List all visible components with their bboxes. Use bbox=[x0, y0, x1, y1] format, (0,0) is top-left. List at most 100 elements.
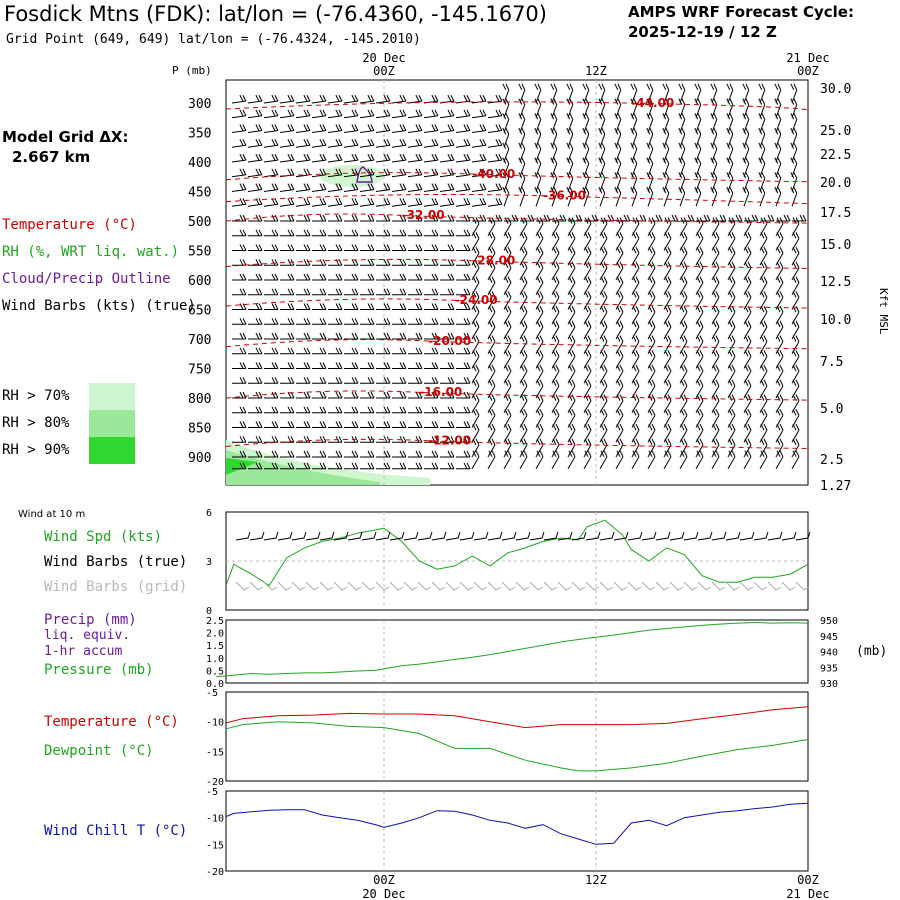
wind-barb bbox=[534, 186, 542, 207]
wind-barb bbox=[503, 217, 512, 236]
wind-barb bbox=[551, 217, 560, 236]
wind-barb bbox=[296, 391, 311, 399]
wind-barb bbox=[296, 462, 311, 470]
wind-barb bbox=[327, 94, 343, 104]
wind-barb bbox=[343, 183, 359, 192]
wind-barb bbox=[327, 229, 343, 237]
wind-barb bbox=[296, 303, 311, 310]
wind-barb bbox=[631, 305, 640, 325]
wind-barb bbox=[758, 98, 766, 118]
wind-barb bbox=[534, 127, 542, 148]
wind-barb bbox=[775, 335, 784, 354]
y-tick: 6 bbox=[206, 508, 212, 519]
wind-barb bbox=[311, 436, 327, 443]
wind-barb bbox=[263, 153, 279, 163]
wind-barb bbox=[615, 364, 624, 384]
wind-barb bbox=[503, 335, 512, 354]
temperature-contour-label: -40.00 bbox=[472, 167, 515, 181]
wind-barb bbox=[279, 183, 295, 192]
wind-barb bbox=[727, 335, 736, 354]
wind-barb bbox=[359, 139, 375, 148]
wind-barb bbox=[264, 303, 279, 310]
wind-barb bbox=[455, 124, 471, 133]
wind-barb bbox=[663, 276, 672, 295]
temperature-contour-label: -44.00 bbox=[631, 96, 674, 110]
wind-barb bbox=[598, 186, 606, 207]
wind-barb bbox=[663, 394, 672, 413]
wind-barb bbox=[599, 394, 608, 413]
sfc-wind-barb-grid bbox=[403, 581, 418, 591]
pressure-line bbox=[216, 621, 809, 678]
wind-barb bbox=[647, 450, 656, 470]
wind-barb bbox=[727, 450, 736, 470]
wind-barb bbox=[758, 127, 766, 148]
y-tick: 2.5 bbox=[206, 616, 224, 627]
wind-barb bbox=[392, 214, 407, 222]
wind-barb bbox=[774, 157, 782, 177]
pressure-tick: 400 bbox=[188, 156, 211, 171]
time-tick-top: 12Z bbox=[585, 64, 607, 78]
wind-barb bbox=[630, 157, 638, 177]
wind-barb bbox=[742, 186, 750, 207]
wind-barb bbox=[456, 391, 471, 399]
wind-barb bbox=[567, 423, 576, 443]
wind-barb bbox=[726, 186, 734, 207]
wind-barb bbox=[679, 335, 688, 354]
sfc-wind-barb-true bbox=[389, 531, 405, 541]
wind-barb bbox=[711, 305, 720, 325]
wind-barb bbox=[408, 450, 423, 458]
wind-barb bbox=[424, 214, 439, 222]
wind-barb bbox=[743, 394, 752, 413]
wind-barb bbox=[487, 198, 503, 207]
sfc-wind-barb-grid bbox=[711, 581, 726, 591]
wind-barb bbox=[391, 183, 407, 192]
wind-barb bbox=[375, 109, 391, 119]
wind-barb bbox=[343, 377, 359, 384]
temperature-contour bbox=[225, 298, 809, 309]
wind-barb bbox=[695, 450, 704, 470]
wind-barb bbox=[423, 229, 439, 237]
legend-precip-liq: liq. equiv. bbox=[44, 628, 131, 643]
wind-barb bbox=[295, 198, 311, 207]
wind-barb bbox=[360, 450, 375, 458]
wind-barb bbox=[232, 421, 247, 428]
wind-barb bbox=[567, 305, 576, 325]
forecast-cycle-value: 2025-12-19 / 12 Z bbox=[628, 23, 777, 41]
sfc-wind-barb-grid bbox=[585, 581, 600, 591]
wind-barb bbox=[280, 362, 295, 369]
sfc-wind-barb-grid bbox=[319, 581, 334, 591]
sfc-wind-barb-true bbox=[487, 531, 503, 541]
wind-barb bbox=[791, 246, 800, 266]
wind-barb bbox=[503, 246, 512, 266]
wind-barb bbox=[615, 217, 624, 236]
wind-barb bbox=[311, 406, 327, 414]
wind-barb bbox=[312, 421, 327, 428]
wind-barb bbox=[662, 157, 670, 177]
wind-barb bbox=[791, 217, 800, 236]
wind-barb bbox=[375, 94, 391, 104]
wind-barb bbox=[487, 450, 496, 470]
pressure-tick: 350 bbox=[188, 127, 211, 142]
wind-barb bbox=[312, 450, 327, 458]
wind-barb bbox=[790, 186, 798, 207]
wind-barb bbox=[535, 364, 544, 384]
wind-barb bbox=[391, 347, 407, 355]
date-label-bottom: 20 Dec bbox=[362, 887, 405, 900]
wind-barb bbox=[727, 305, 736, 325]
wind-barb bbox=[550, 83, 558, 104]
wind-barb bbox=[599, 305, 608, 325]
wind-barb bbox=[614, 83, 622, 104]
wind-barb bbox=[711, 364, 720, 384]
wind-barb bbox=[503, 450, 512, 470]
wind-barb bbox=[343, 124, 359, 133]
wind-barb bbox=[631, 423, 640, 443]
temperature-contour bbox=[225, 172, 809, 183]
wind-barb bbox=[375, 318, 391, 325]
wind-barb bbox=[295, 436, 311, 443]
wind-barb bbox=[726, 127, 734, 148]
wind-barb bbox=[344, 450, 359, 458]
wind-barb bbox=[695, 305, 704, 325]
wind-barb bbox=[360, 214, 375, 222]
wind-barb bbox=[423, 347, 439, 355]
wind-barb bbox=[456, 450, 471, 458]
